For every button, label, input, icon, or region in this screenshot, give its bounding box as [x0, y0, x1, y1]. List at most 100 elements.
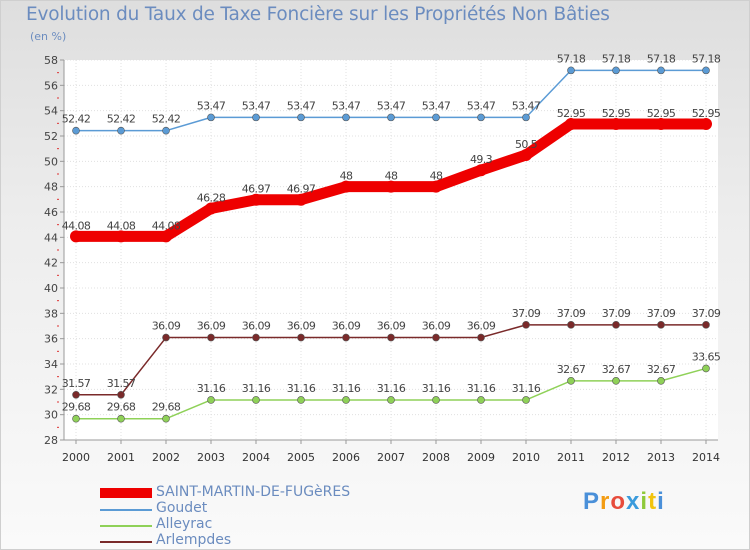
logo-letter: i — [657, 488, 665, 515]
x-tick-label: 2006 — [332, 451, 360, 464]
data-point-arlempdes — [117, 390, 125, 399]
data-label-alleyrac: 31.16 — [332, 382, 361, 395]
data-point-alleyrac — [702, 364, 710, 373]
x-tick-label: 2012 — [602, 451, 630, 464]
data-label-arlempdes: 36.09 — [422, 320, 451, 333]
data-point-alleyrac — [297, 396, 305, 404]
data-label-alleyrac: 31.16 — [422, 382, 451, 395]
data-point-alleyrac — [117, 414, 125, 423]
data-point-arlempdes — [342, 333, 350, 342]
data-point-arlempdes — [567, 321, 575, 329]
data-point-goudet — [162, 126, 170, 135]
data-label-arlempdes: 31.57 — [62, 377, 91, 390]
data-label-saint-martin: 48 — [340, 170, 353, 183]
data-label-saint-martin: 44.08 — [62, 219, 91, 232]
data-point-alleyrac — [207, 396, 215, 404]
data-label-alleyrac: 29.68 — [152, 401, 181, 414]
data-point-alleyrac — [162, 414, 170, 423]
data-label-saint-martin: 46.28 — [197, 191, 226, 204]
data-label-alleyrac: 31.16 — [287, 382, 316, 395]
data-point-alleyrac — [252, 396, 260, 404]
data-label-arlempdes: 36.09 — [152, 320, 181, 333]
data-point-goudet — [117, 126, 125, 135]
data-point-alleyrac — [72, 414, 80, 423]
y-tick-label: 34 — [44, 358, 58, 371]
data-label-saint-martin: 44.08 — [107, 219, 136, 232]
data-point-goudet — [612, 66, 620, 75]
data-label-alleyrac: 31.16 — [512, 382, 541, 395]
logo-letter: o — [610, 488, 627, 515]
x-tick-label: 2002 — [152, 451, 180, 464]
data-point-saint-martin — [385, 180, 397, 193]
x-tick-label: 2008 — [422, 451, 450, 464]
data-label-alleyrac: 31.16 — [377, 382, 406, 395]
data-label-arlempdes: 36.09 — [197, 320, 226, 333]
data-label-saint-martin: 46.97 — [287, 183, 316, 196]
data-label-goudet: 53.47 — [242, 99, 271, 112]
chart-subtitle: (en %) — [30, 30, 67, 43]
data-label-arlempdes: 37.09 — [557, 307, 586, 320]
y-tick-label: 36 — [44, 333, 58, 346]
data-label-goudet: 53.47 — [422, 99, 451, 112]
data-label-arlempdes: 37.09 — [512, 307, 541, 320]
series-arlempdes — [72, 321, 710, 399]
legend-label-arlempdes: Arlempdes — [156, 532, 232, 548]
legend-label-alleyrac: Alleyrac — [156, 516, 213, 532]
data-point-goudet — [342, 113, 350, 122]
y-tick-label: 42 — [44, 257, 58, 270]
data-point-alleyrac — [567, 377, 575, 385]
chart-title: Evolution du Taux de Taxe Foncière sur l… — [26, 4, 610, 25]
data-point-saint-martin — [115, 230, 127, 243]
legend-swatch-arlempdes — [100, 541, 152, 543]
data-label-goudet: 57.18 — [692, 52, 721, 65]
data-label-arlempdes: 36.09 — [332, 320, 361, 333]
data-label-saint-martin: 52.95 — [692, 107, 721, 120]
data-label-arlempdes: 37.09 — [602, 307, 631, 320]
data-point-saint-martin — [70, 230, 82, 243]
logo-letter: i — [640, 488, 649, 515]
y-tick-label: 38 — [44, 307, 58, 320]
logo-letter: t — [648, 488, 658, 515]
y-tick-label: 48 — [44, 181, 58, 194]
x-tick-label: 2003 — [197, 451, 225, 464]
data-point-saint-martin — [250, 193, 262, 206]
data-label-saint-martin: 52.95 — [647, 107, 676, 120]
data-point-saint-martin — [295, 193, 307, 206]
data-label-arlempdes: 36.09 — [287, 320, 316, 333]
data-point-goudet — [207, 113, 215, 122]
y-tick-label: 30 — [44, 409, 58, 422]
data-label-saint-martin: 49.3 — [470, 153, 493, 166]
logo-letter: P — [583, 488, 601, 515]
logo-letter: x — [626, 488, 641, 515]
data-point-goudet — [567, 66, 575, 75]
series-alleyrac — [72, 364, 710, 423]
data-label-saint-martin: 52.95 — [557, 107, 586, 120]
data-label-alleyrac: 31.16 — [197, 382, 226, 395]
data-point-saint-martin — [520, 149, 532, 161]
data-label-goudet: 53.47 — [377, 99, 406, 112]
x-tick-label: 2007 — [377, 451, 405, 464]
data-label-alleyrac: 32.67 — [602, 363, 631, 376]
data-point-saint-martin — [430, 180, 442, 193]
data-label-goudet: 52.42 — [152, 113, 181, 126]
data-label-saint-martin: 48 — [430, 170, 443, 183]
data-point-goudet — [387, 113, 395, 122]
data-point-saint-martin — [655, 117, 667, 130]
data-label-alleyrac: 29.68 — [62, 401, 91, 414]
legend-swatch-goudet — [100, 509, 152, 511]
data-point-arlempdes — [387, 333, 395, 342]
data-label-goudet: 53.47 — [287, 99, 316, 112]
data-label-goudet: 52.42 — [107, 113, 136, 126]
data-label-saint-martin: 50.5 — [515, 138, 538, 151]
data-point-alleyrac — [477, 396, 485, 404]
data-label-saint-martin: 48 — [385, 170, 398, 183]
y-tick-label: 32 — [44, 383, 58, 396]
data-point-arlempdes — [72, 390, 80, 399]
data-point-goudet — [432, 113, 440, 122]
data-label-goudet: 53.47 — [332, 99, 361, 112]
data-point-arlempdes — [207, 333, 215, 342]
data-point-goudet — [72, 126, 80, 135]
data-label-alleyrac: 32.67 — [647, 363, 676, 376]
data-point-arlempdes — [657, 321, 665, 329]
